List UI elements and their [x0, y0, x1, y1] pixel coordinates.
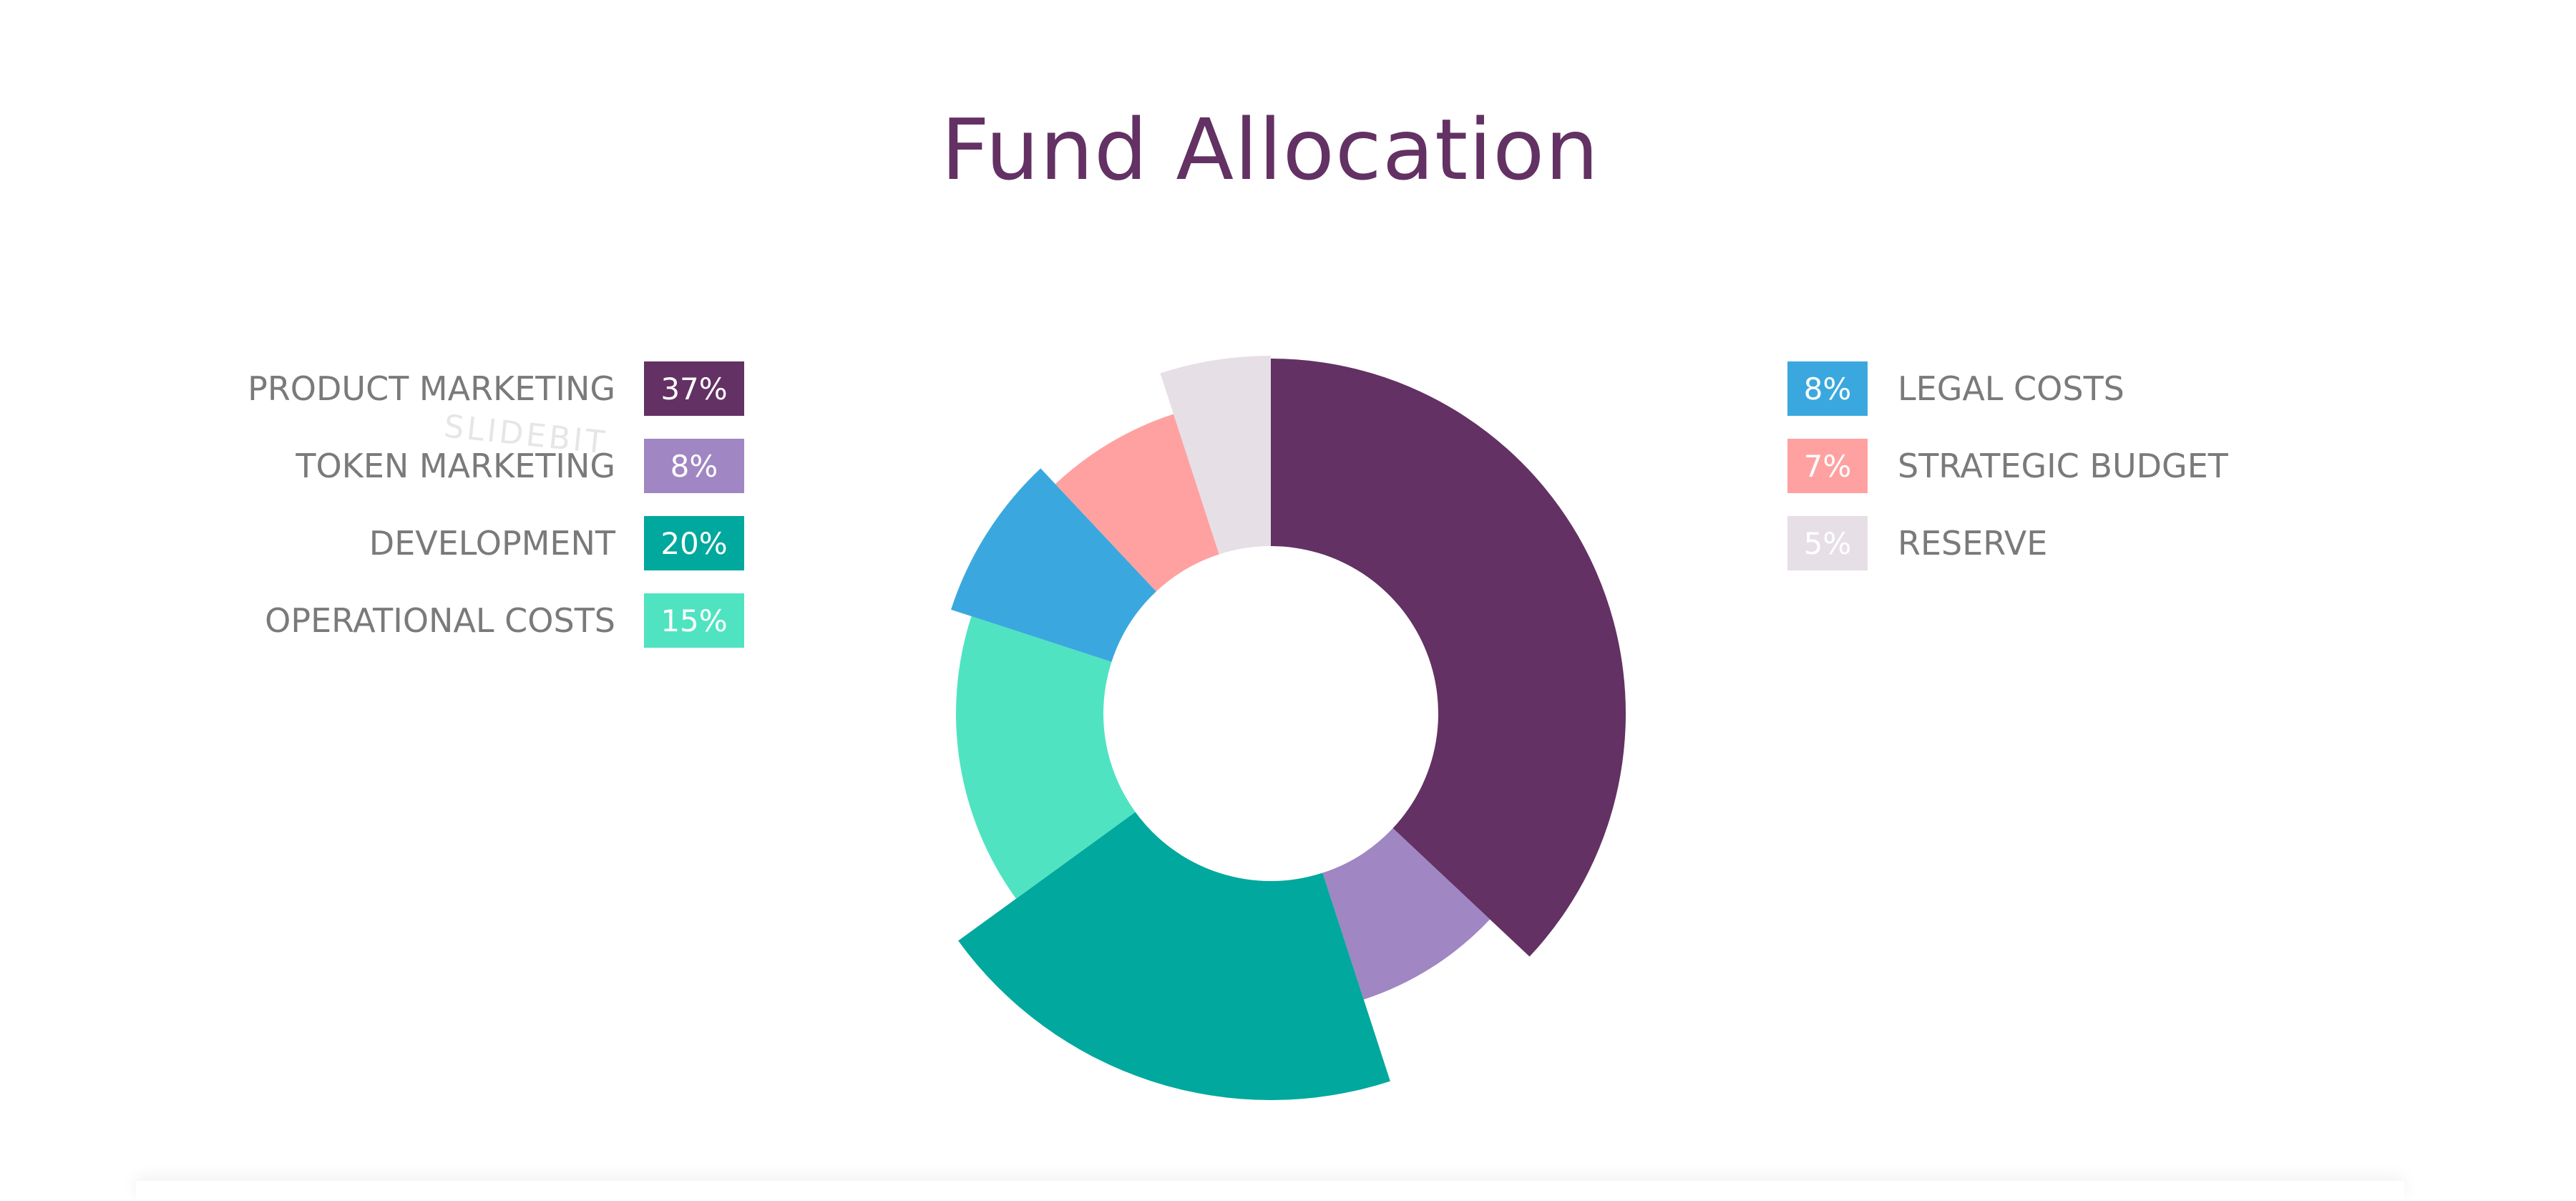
chart-title: Fund Allocation [940, 100, 1600, 199]
legend-percent-badge: 7% [1787, 439, 1868, 493]
legend-label: STRATEGIC BUDGET [1898, 447, 2228, 485]
donut-slice-token-marketing [1322, 828, 1491, 1000]
legend-percent-badge: 5% [1787, 516, 1868, 570]
legend-percent-badge: 15% [644, 593, 744, 648]
legend-label: LEGAL COSTS [1898, 369, 2124, 408]
legend-label: OPERATIONAL COSTS [265, 601, 615, 640]
donut-slice-operational-costs [955, 616, 1136, 899]
legend-item-legal-costs: 8% LEGAL COSTS [1787, 361, 2228, 417]
legend-item-reserve: 5% RESERVE [1787, 515, 2228, 571]
donut-slice-strategic-budget [1055, 414, 1219, 592]
legend-label: PRODUCT MARKETING [248, 369, 615, 408]
legend-percent-badge: 8% [1787, 361, 1868, 416]
legend-percent-badge: 37% [644, 361, 744, 416]
legend-label: TOKEN MARKETING [296, 447, 615, 485]
legend-label: DEVELOPMENT [369, 524, 615, 563]
legend-right: 8% LEGAL COSTS 7% STRATEGIC BUDGET 5% RESERVE [1787, 361, 2228, 593]
legend-item-operational-costs: OPERATIONAL COSTS 15% [248, 593, 744, 648]
legend-label: RESERVE [1898, 524, 2048, 563]
legend-item-product-marketing: PRODUCT MARKETING 37% [248, 361, 744, 417]
donut-slice-reserve [1160, 356, 1271, 555]
legend-left: PRODUCT MARKETING 37% TOKEN MARKETING 8% DEV… [248, 361, 744, 670]
donut-slice-development [958, 812, 1390, 1100]
donut-slice-legal-costs [951, 468, 1156, 662]
legend-percent-badge: 20% [644, 516, 744, 570]
legend-item-token-marketing: TOKEN MARKETING 8% [248, 438, 744, 494]
legend-item-development: DEVELOPMENT 20% [248, 515, 744, 571]
legend-percent-badge: 8% [644, 439, 744, 493]
donut-slice-product-marketing [1271, 359, 1626, 957]
bottom-card [136, 1181, 2404, 1201]
legend-item-strategic-budget: 7% STRATEGIC BUDGET [1787, 438, 2228, 494]
